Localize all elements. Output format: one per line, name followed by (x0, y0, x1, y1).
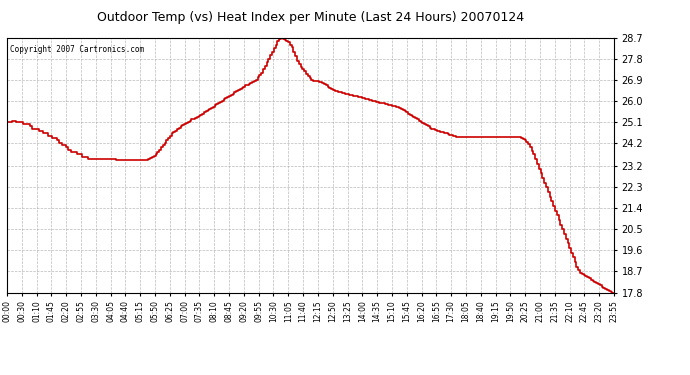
Text: Outdoor Temp (vs) Heat Index per Minute (Last 24 Hours) 20070124: Outdoor Temp (vs) Heat Index per Minute … (97, 11, 524, 24)
Text: Copyright 2007 Cartronics.com: Copyright 2007 Cartronics.com (10, 45, 144, 54)
